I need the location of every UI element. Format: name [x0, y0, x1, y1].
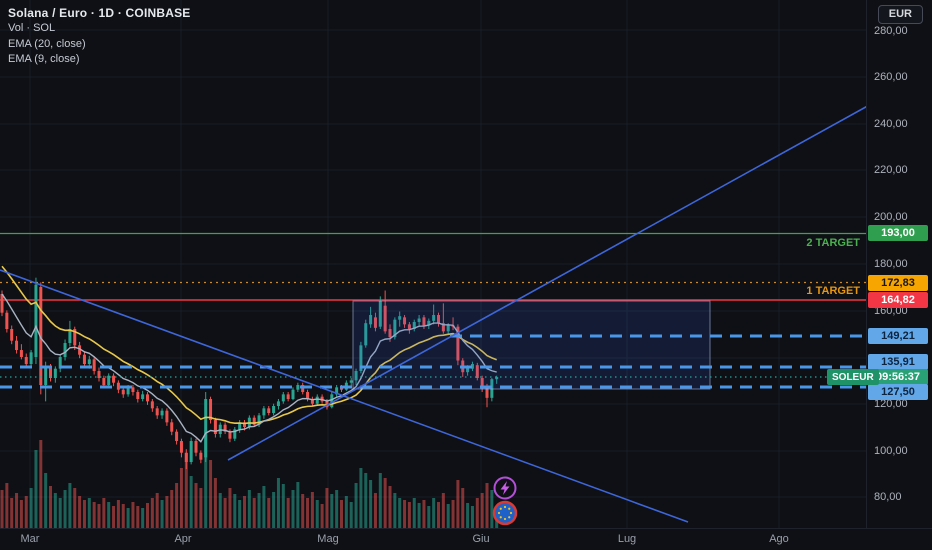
price-badge: 127,50: [868, 384, 928, 400]
price-axis-label: 120,00: [874, 398, 908, 410]
lightning-event-icon[interactable]: [493, 476, 517, 500]
time-axis-label: Mag: [317, 533, 339, 545]
price-badge: 149,21: [868, 328, 928, 344]
price-axis-label: 200,00: [874, 211, 908, 223]
grid-lines: [0, 0, 866, 528]
price-axis-label: 240,00: [874, 118, 908, 130]
price-badge: 09:56:37: [868, 369, 928, 385]
price-axis-label: 180,00: [874, 258, 908, 270]
ema9-line[interactable]: [1, 293, 497, 443]
highlight-box-drawing[interactable]: [352, 300, 711, 390]
overlay-level-lines[interactable]: [0, 334, 866, 389]
time-axis-label: Ago: [769, 533, 789, 545]
time-axis-label: Giu: [472, 533, 490, 545]
ascending-trendline: [227, 102, 874, 461]
symbol-price-badge: SOLEUR: [827, 369, 879, 385]
volume-series: [0, 430, 499, 528]
trendlines[interactable]: [0, 102, 874, 523]
price-axis-label: 80,00: [874, 491, 902, 503]
price-badge: 193,00: [868, 225, 928, 241]
eu-flag-event-icon[interactable]: [492, 500, 518, 526]
target1-label: 1 TARGET: [806, 285, 860, 297]
price-axis-label: 260,00: [874, 71, 908, 83]
symbol-title[interactable]: Solana / Euro · 1D · COINBASE: [8, 6, 191, 20]
target2-label: 2 TARGET: [806, 237, 860, 249]
price-axis-label: 100,00: [874, 445, 908, 457]
price-axis-label: 160,00: [874, 305, 908, 317]
legend-ema9-row[interactable]: EMA (9, close): [8, 53, 80, 65]
time-axis-label: Apr: [174, 533, 192, 545]
ema20-line[interactable]: [1, 265, 497, 425]
price-axis[interactable]: 280,00 260,00 240,00 220,00 200,00 180,00 160,…: [866, 0, 932, 528]
symbol-legend[interactable]: Solana / Euro · 1D · COINBASE Vol · SOL …: [8, 5, 191, 68]
price-badge: 172,83: [868, 275, 928, 291]
price-badge: 135,91: [868, 354, 928, 370]
price-axis-label: 280,00: [874, 25, 908, 37]
price-axis-label: 220,00: [874, 164, 908, 176]
currency-toggle-button[interactable]: EUR: [877, 5, 923, 24]
legend-ema20-row[interactable]: EMA (20, close): [8, 37, 86, 50]
legend-volume-row[interactable]: Vol · SOL: [8, 22, 56, 34]
price-level-lines[interactable]: [0, 232, 866, 301]
time-axis-label: Lug: [617, 533, 637, 545]
price-badge: 164,82: [868, 292, 928, 308]
time-axis[interactable]: Mar Apr Mag Giu Lug Ago: [0, 528, 932, 550]
time-axis-label: Mar: [20, 533, 40, 545]
